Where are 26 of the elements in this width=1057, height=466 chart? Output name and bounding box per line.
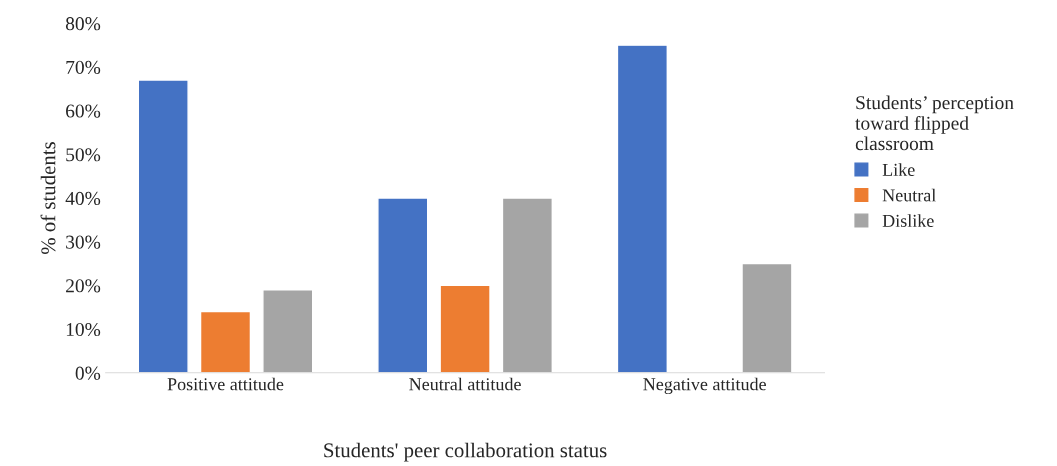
bar	[199, 310, 252, 373]
y-tick-label: 60%	[66, 104, 101, 118]
bar	[439, 284, 491, 373]
legend-label: Like	[882, 163, 915, 176]
y-tick-label: 0%	[75, 366, 101, 380]
y-tick-label: 50%	[66, 148, 101, 162]
legend-label: Dislike	[882, 214, 934, 227]
y-tick-label: 70%	[66, 60, 101, 74]
legend-title: Students’ perception toward flipped classroom	[855, 95, 1014, 151]
x-tick-label: Neutral attitude	[409, 377, 521, 391]
y-tick-label: 30%	[66, 235, 101, 249]
bar	[262, 289, 314, 373]
x-axis-title: Students' peer collaboration status	[324, 442, 607, 462]
y-axis-title: % of students	[40, 142, 56, 255]
bar	[501, 197, 553, 373]
y-tick-label: 40%	[65, 191, 101, 206]
x-tick-label: Positive attitude	[167, 377, 284, 391]
y-tick-label: 10%	[66, 322, 101, 337]
x-tick-label: Negative attitude	[643, 377, 766, 395]
bar	[616, 44, 668, 373]
legend-label: Neutral	[882, 188, 936, 202]
bar	[377, 197, 429, 373]
y-tick-label: 80%	[65, 17, 101, 31]
bar	[137, 79, 189, 373]
bar	[741, 262, 793, 373]
y-tick-label: 20%	[66, 279, 101, 293]
